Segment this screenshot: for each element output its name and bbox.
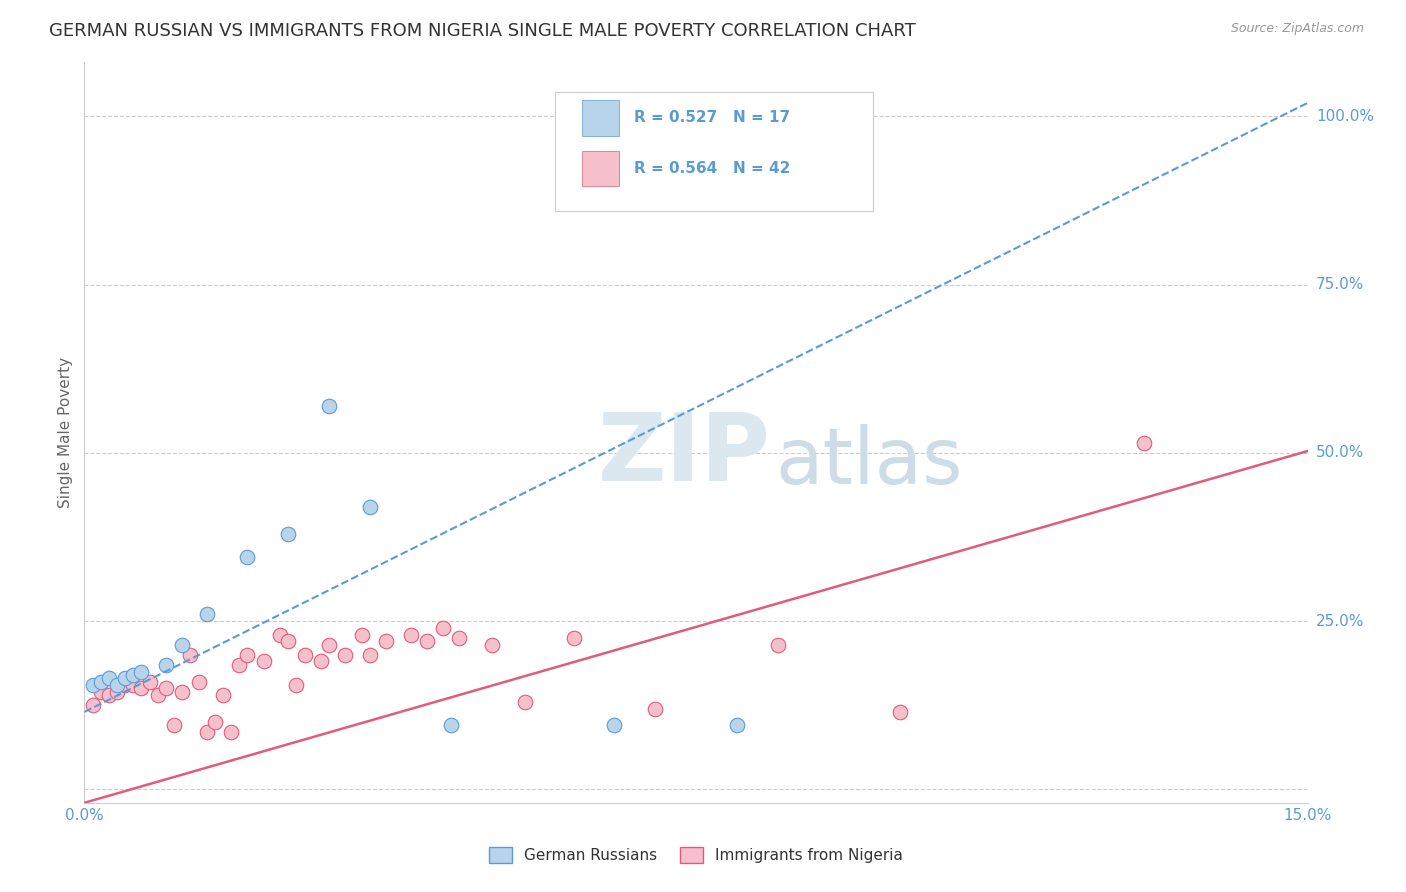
Point: [105, 678, 128, 692]
Point: [97, 688, 120, 702]
Point: [131, 681, 153, 696]
Point: [236, 648, 259, 662]
Point: [163, 718, 186, 732]
Point: [449, 631, 471, 645]
Point: [277, 634, 299, 648]
FancyBboxPatch shape: [582, 100, 619, 136]
Point: [318, 638, 340, 652]
Point: [236, 550, 259, 565]
Point: [285, 678, 308, 692]
Point: [359, 500, 381, 514]
Point: [269, 627, 291, 641]
Point: [155, 657, 177, 672]
Point: [122, 668, 145, 682]
Point: [114, 671, 136, 685]
Point: [350, 627, 373, 641]
Point: [195, 725, 218, 739]
Point: [90, 674, 112, 689]
Point: [114, 678, 136, 692]
Point: [375, 634, 398, 648]
FancyBboxPatch shape: [555, 92, 873, 211]
Point: [416, 634, 439, 648]
Point: [481, 638, 503, 652]
Point: [131, 665, 153, 679]
Point: [138, 674, 160, 689]
Point: [725, 718, 748, 732]
Text: 50.0%: 50.0%: [1316, 445, 1364, 460]
Point: [172, 685, 194, 699]
Point: [359, 648, 381, 662]
Point: [90, 685, 112, 699]
Point: [228, 657, 250, 672]
Point: [155, 681, 177, 696]
Point: [97, 671, 120, 685]
Point: [309, 655, 332, 669]
Point: [219, 725, 242, 739]
Point: [1133, 435, 1156, 450]
Text: 75.0%: 75.0%: [1316, 277, 1364, 292]
Text: Source: ZipAtlas.com: Source: ZipAtlas.com: [1230, 22, 1364, 36]
Text: R = 0.527   N = 17: R = 0.527 N = 17: [634, 111, 790, 126]
Point: [440, 718, 463, 732]
Text: atlas: atlas: [776, 425, 963, 500]
Point: [172, 638, 194, 652]
Point: [105, 685, 128, 699]
Point: [432, 621, 454, 635]
Point: [122, 678, 145, 692]
Point: [187, 674, 209, 689]
Text: GERMAN RUSSIAN VS IMMIGRANTS FROM NIGERIA SINGLE MALE POVERTY CORRELATION CHART: GERMAN RUSSIAN VS IMMIGRANTS FROM NIGERI…: [49, 22, 915, 40]
Point: [562, 631, 585, 645]
Point: [146, 688, 169, 702]
Point: [603, 718, 626, 732]
Point: [212, 688, 235, 702]
Point: [253, 655, 276, 669]
Point: [195, 607, 218, 622]
Y-axis label: Single Male Poverty: Single Male Poverty: [58, 357, 73, 508]
Point: [766, 638, 789, 652]
Point: [513, 695, 536, 709]
Point: [335, 648, 357, 662]
Text: 100.0%: 100.0%: [1316, 109, 1374, 124]
Point: [889, 705, 911, 719]
Point: [179, 648, 201, 662]
Legend: German Russians, Immigrants from Nigeria: German Russians, Immigrants from Nigeria: [482, 841, 910, 869]
Point: [294, 648, 316, 662]
FancyBboxPatch shape: [582, 151, 619, 186]
Point: [644, 701, 666, 715]
Point: [204, 714, 226, 729]
Text: 25.0%: 25.0%: [1316, 614, 1364, 629]
Point: [82, 698, 104, 713]
Point: [277, 526, 299, 541]
Text: R = 0.564   N = 42: R = 0.564 N = 42: [634, 161, 790, 176]
Point: [399, 627, 422, 641]
Point: [82, 678, 104, 692]
Text: ZIP: ZIP: [598, 409, 770, 500]
Point: [318, 399, 340, 413]
